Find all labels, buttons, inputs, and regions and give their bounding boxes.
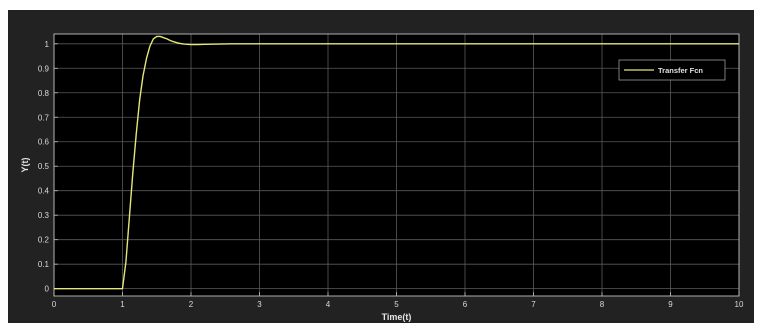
legend: Transfer Fcn: [618, 59, 726, 81]
x-tick-label: 4: [326, 300, 331, 309]
y-tick-label: 0.5: [38, 162, 50, 171]
line-chart: 0 1 2 3 4 5 6 7 8 9 10 0 0.1 0.2 0.3 0.4 0.5 0.6 0.7 0.8 0.9…: [20, 33, 744, 322]
x-tick-label: 8: [600, 300, 605, 309]
y-tick-label: 1: [45, 40, 50, 49]
x-tick-label: 1: [120, 300, 125, 309]
x-tick-label: 10: [735, 300, 744, 309]
series-line: [54, 35, 739, 290]
x-tick-label: 6: [463, 300, 468, 309]
y-tick-label: 0.1: [38, 260, 50, 269]
x-tick-label: 5: [394, 300, 399, 309]
y-tick-label: 0.7: [38, 113, 50, 122]
y-tick-label: 0.4: [38, 187, 50, 196]
legend-box: [618, 59, 726, 81]
series-group: [54, 35, 739, 290]
y-tick-label: 0.3: [38, 211, 50, 220]
x-tick-label: 7: [531, 300, 536, 309]
axes: [53, 33, 740, 297]
x-axis-title: Time(t): [382, 312, 412, 322]
y-tick-label: 0.8: [38, 89, 50, 98]
y-tick-label: 0.6: [38, 138, 50, 147]
tick-labels: 0 1 2 3 4 5 6 7 8 9 10 0 0.1 0.2 0.3 0.4 0.5 0.6 0.7 0.8 0.9…: [38, 40, 744, 309]
y-tick-label: 0: [45, 285, 50, 294]
y-tick-label: 0.9: [38, 64, 50, 73]
x-tick-label: 2: [189, 300, 194, 309]
y-tick-label: 0.2: [38, 236, 50, 245]
legend-label: Transfer Fcn: [658, 66, 703, 75]
x-tick-label: 9: [668, 300, 673, 309]
y-axis-title: Y(t): [20, 158, 30, 173]
axes-frame: [53, 33, 740, 297]
chart-figure: 0 1 2 3 4 5 6 7 8 9 10 0 0.1 0.2 0.3 0.4 0.5 0.6 0.7 0.8 0.9…: [8, 10, 754, 323]
x-tick-label: 0: [52, 300, 57, 309]
x-tick-label: 3: [257, 300, 262, 309]
